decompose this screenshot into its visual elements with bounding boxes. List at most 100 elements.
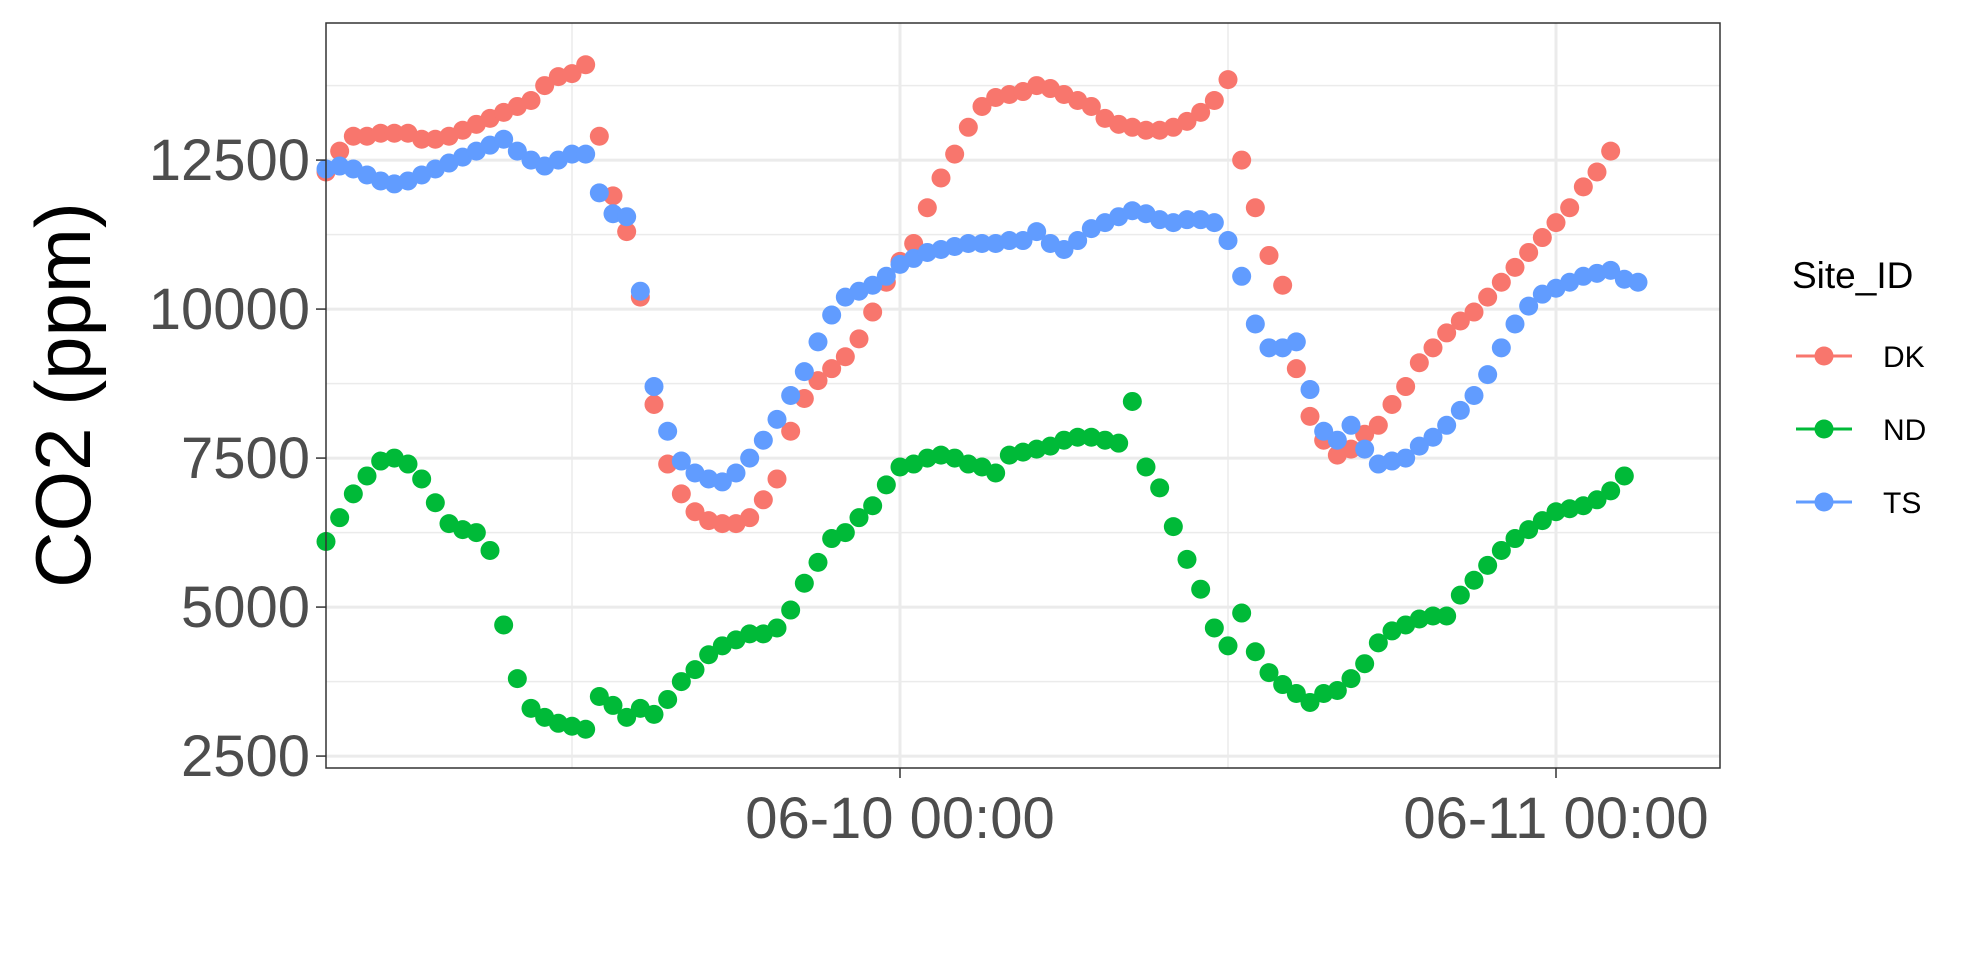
data-point <box>1464 386 1484 405</box>
data-point <box>767 618 787 638</box>
data-point <box>1163 517 1183 537</box>
data-point <box>712 514 732 534</box>
data-point <box>412 129 432 149</box>
data-point <box>603 695 623 715</box>
data-point <box>1259 245 1279 265</box>
data-point <box>917 198 937 218</box>
data-point <box>507 669 527 689</box>
data-point <box>658 421 678 441</box>
data-point <box>671 484 691 504</box>
data-point <box>1409 353 1429 373</box>
data-point <box>726 463 746 483</box>
data-point <box>1259 663 1279 683</box>
data-point <box>343 484 363 504</box>
data-point <box>958 117 978 137</box>
data-point <box>1232 603 1252 623</box>
data-point <box>330 508 350 528</box>
data-point <box>808 552 828 572</box>
data-point <box>412 469 432 489</box>
data-point <box>1491 272 1511 292</box>
data-point <box>1368 633 1388 653</box>
data-point <box>1478 365 1498 385</box>
y-tick-label: 7500 <box>181 426 310 491</box>
data-point <box>357 466 377 486</box>
data-point <box>863 302 883 322</box>
data-point <box>1464 302 1484 322</box>
data-point <box>1204 213 1224 233</box>
data-point <box>1122 391 1142 411</box>
data-point <box>767 409 787 429</box>
data-point <box>1245 198 1265 218</box>
data-point <box>1368 415 1388 435</box>
data-point <box>617 207 637 227</box>
data-point <box>1136 457 1156 477</box>
data-point <box>835 523 855 543</box>
data-point <box>958 234 978 254</box>
points-layer <box>316 55 1648 739</box>
data-point <box>617 222 637 242</box>
data-point <box>1054 239 1074 259</box>
series-ND <box>316 391 1634 739</box>
data-point <box>1355 654 1375 674</box>
data-point <box>630 281 650 301</box>
data-point <box>1027 222 1047 242</box>
data-point <box>1423 338 1443 358</box>
data-point <box>494 615 514 635</box>
data-point <box>507 141 527 161</box>
data-point <box>999 231 1019 251</box>
series-DK <box>316 55 1621 534</box>
data-point <box>1396 377 1416 397</box>
y-tick-label: 10000 <box>149 277 310 342</box>
data-point <box>1218 231 1238 251</box>
data-point <box>781 600 801 620</box>
data-point <box>931 168 951 188</box>
data-point <box>1177 549 1197 569</box>
data-point <box>1150 478 1170 498</box>
data-point <box>1259 338 1279 358</box>
data-point <box>562 64 582 84</box>
data-point <box>1273 275 1293 295</box>
data-point <box>1573 177 1593 197</box>
data-point <box>1341 415 1361 435</box>
data-point <box>644 704 664 724</box>
data-point <box>1532 228 1552 248</box>
data-point <box>1355 424 1375 444</box>
data-point <box>1437 415 1457 435</box>
data-point <box>876 475 896 495</box>
data-point <box>1423 427 1443 447</box>
data-point <box>371 123 391 143</box>
data-point <box>904 234 924 254</box>
data-point <box>1478 555 1498 575</box>
data-point <box>712 472 732 492</box>
x-tick-label: 06-11 00:00 <box>1403 786 1708 851</box>
data-point <box>1327 681 1347 701</box>
data-point <box>1191 102 1211 122</box>
data-point <box>535 76 555 96</box>
data-point <box>1341 669 1361 689</box>
data-point <box>822 359 842 379</box>
legend-label: ND <box>1883 414 1926 447</box>
y-tick-label: 5000 <box>181 575 310 640</box>
data-point <box>1204 618 1224 638</box>
data-point <box>1505 314 1525 334</box>
data-point <box>740 624 760 644</box>
legend-label: TS <box>1883 487 1921 520</box>
data-point <box>1450 311 1470 331</box>
data-point <box>1519 242 1539 262</box>
data-point <box>1286 332 1306 352</box>
data-point <box>1109 433 1129 453</box>
data-point <box>972 234 992 254</box>
data-point <box>576 144 596 164</box>
data-point <box>425 493 445 513</box>
data-point <box>1532 511 1552 531</box>
data-point <box>1478 287 1498 307</box>
y-tick-label: 12500 <box>149 128 310 193</box>
data-point <box>466 523 486 543</box>
data-point <box>1068 427 1088 447</box>
series-TS <box>316 129 1648 492</box>
legend-title: Site_ID <box>1792 255 1913 296</box>
data-point <box>480 540 500 560</box>
data-point <box>1273 675 1293 695</box>
data-point <box>685 502 705 522</box>
